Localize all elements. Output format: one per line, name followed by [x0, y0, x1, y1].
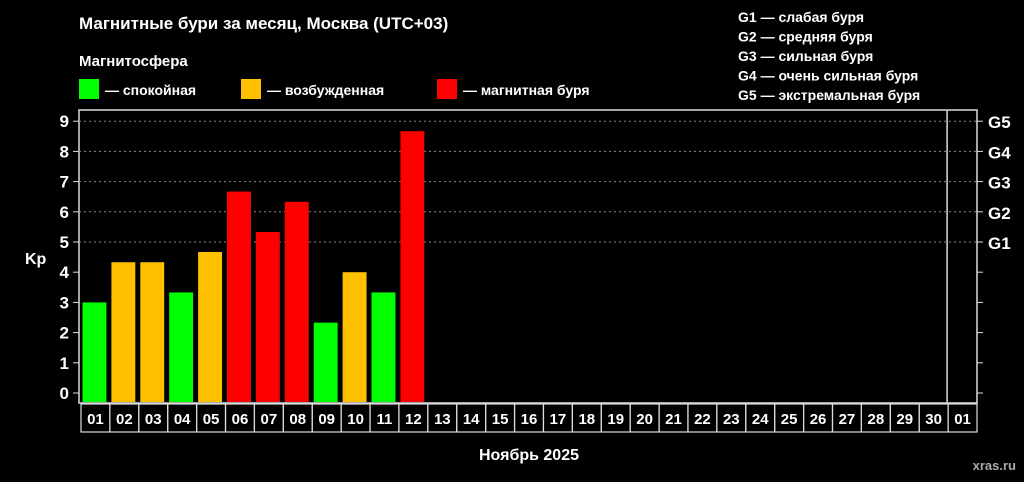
storm-scale-item: G5 — экстремальная буря [738, 87, 920, 103]
day-label: 29 [896, 411, 913, 428]
day-label: 02 [116, 411, 133, 428]
legend-swatch [79, 79, 99, 99]
day-label: 28 [867, 411, 884, 428]
day-label: 30 [925, 411, 942, 428]
day-label: 21 [665, 411, 682, 428]
g-scale-label: G5 [988, 113, 1011, 132]
day-label: 14 [463, 411, 480, 428]
day-label: 23 [723, 411, 740, 428]
day-label: 08 [289, 411, 306, 428]
bar-day-06 [227, 191, 251, 402]
day-label: 01 [954, 411, 971, 428]
day-label: 05 [203, 411, 220, 428]
day-label: 15 [492, 411, 509, 428]
day-label: 27 [839, 411, 856, 428]
y-tick-label: 2 [60, 324, 69, 343]
g-scale-label: G2 [988, 204, 1011, 223]
y-tick-label: 8 [60, 142, 69, 161]
bar-day-09 [313, 322, 338, 402]
g-scale-label: G4 [988, 143, 1011, 162]
bar-day-02 [111, 262, 136, 402]
day-label: 13 [434, 411, 451, 428]
y-tick-label: 3 [60, 293, 69, 312]
chart-title: Магнитные бури за месяц, Москва (UTC+03) [79, 14, 448, 33]
day-label: 01 [87, 411, 104, 428]
y-tick-label: 6 [60, 203, 69, 222]
day-label: 11 [377, 411, 393, 428]
day-label: 26 [810, 411, 827, 428]
y-tick-label: 7 [60, 173, 69, 192]
day-label: 04 [174, 411, 191, 428]
y-tick-label: 4 [60, 263, 70, 282]
day-label: 25 [781, 411, 798, 428]
day-label: 19 [607, 411, 624, 428]
day-label: 10 [347, 411, 364, 428]
bar-day-12 [400, 131, 425, 402]
storm-scale-item: G4 — очень сильная буря [738, 68, 918, 84]
day-label: 18 [578, 411, 595, 428]
bar-day-01 [82, 302, 107, 402]
y-tick-label: 9 [60, 112, 69, 131]
storm-scale-item: G2 — средняя буря [738, 29, 873, 45]
g-scale-label: G3 [988, 174, 1011, 193]
day-label: 06 [232, 411, 249, 428]
y-tick-label: 5 [60, 233, 69, 252]
day-label: 20 [636, 411, 653, 428]
bar-day-10 [342, 272, 367, 402]
y-tick-label: 0 [60, 384, 69, 403]
day-label: 03 [145, 411, 162, 428]
bar-day-05 [198, 251, 223, 402]
y-axis-label: Kp [25, 251, 47, 268]
bar-day-04 [169, 292, 194, 402]
bar-day-07 [255, 232, 280, 402]
day-label: 17 [550, 411, 567, 428]
storm-scale: G1 — слабая буря G2 — средняя буря G3 — си… [738, 9, 920, 103]
legend-label: — спокойная [105, 82, 196, 98]
plot-frame [78, 109, 978, 404]
storm-scale-item: G1 — слабая буря [738, 9, 864, 25]
bar-day-03 [140, 262, 165, 402]
day-label: 07 [261, 411, 278, 428]
legend: — спокойная — возбужденная — магнитная бур… [79, 79, 590, 99]
x-axis-label: Ноябрь 2025 [479, 447, 579, 464]
day-label: 22 [694, 411, 711, 428]
legend-swatch [437, 79, 457, 99]
legend-label: — магнитная буря [463, 82, 590, 98]
y-tick-label: 1 [60, 354, 69, 373]
legend-label: — возбужденная [267, 82, 384, 98]
day-label: 09 [318, 411, 335, 428]
bar-day-11 [371, 292, 396, 402]
g-scale-label: G1 [988, 234, 1011, 253]
legend-swatch [241, 79, 261, 99]
watermark: xras.ru [973, 458, 1016, 473]
day-label: 16 [521, 411, 538, 428]
legend-title: Магнитосфера [79, 53, 188, 70]
day-label: 12 [405, 411, 422, 428]
day-label: 24 [752, 411, 769, 428]
day-cell [947, 403, 978, 433]
bar-day-08 [284, 201, 309, 402]
storm-scale-item: G3 — сильная буря [738, 48, 873, 64]
